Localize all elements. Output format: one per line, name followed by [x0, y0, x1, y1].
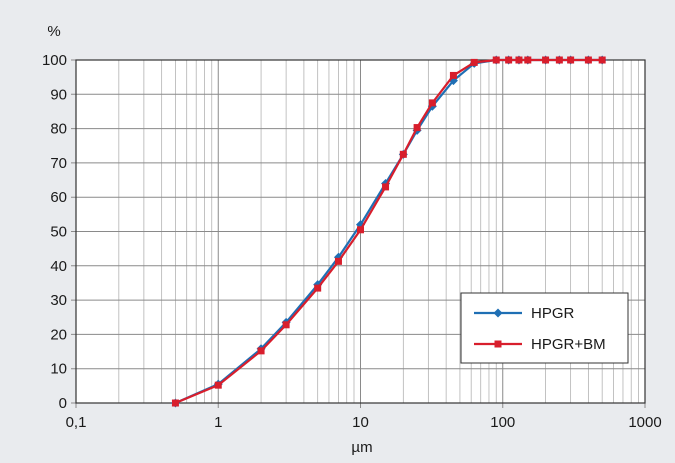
x-tick-label: 100	[490, 414, 515, 431]
hpgr-bm-data-point	[542, 56, 550, 64]
hpgr-bm-data-point	[598, 56, 606, 64]
hpgr-bm-data-point	[505, 56, 513, 64]
series-line-hpgr-bm	[175, 58, 603, 405]
hpgr-bm-data-point	[584, 56, 592, 64]
hpgr-bm-data-point	[449, 71, 457, 79]
hpgr-bm-data-point	[282, 321, 290, 329]
y-tick-label: 90	[50, 86, 67, 103]
plot-area-group: 0,1 1 10 100 1000 0 10 20 30 40 50 60 70 80 90 100 HPGR H…	[42, 52, 662, 431]
legend-label-hpgr-bm: HPGR+BM	[531, 336, 606, 353]
y-tick-label: 70	[50, 155, 67, 172]
y-tick-label: 60	[50, 189, 67, 206]
x-tick-label: 1	[214, 414, 222, 431]
hpgr-bm-data-point	[314, 284, 322, 292]
hpgr-bm-data-point	[515, 56, 523, 64]
hpgr-bm-data-point	[171, 399, 179, 407]
legend-box	[460, 292, 629, 364]
legend-marker-square	[494, 340, 502, 348]
legend-label-hpgr: HPGR	[531, 305, 575, 322]
y-tick-label: 10	[50, 361, 67, 378]
hpgr-bm-data-point	[492, 56, 500, 64]
plot-border	[75, 59, 646, 404]
hpgr-bm-data-point	[567, 56, 575, 64]
y-tick-label: 0	[59, 395, 67, 412]
hpgr-bm-data-point	[470, 58, 478, 66]
y-tick-label: 50	[50, 224, 67, 241]
x-axis-unit: µm	[351, 439, 372, 456]
hpgr-bm-data-point	[334, 257, 342, 265]
hpgr-bm-data-point	[257, 347, 265, 355]
x-tick-label: 0,1	[66, 414, 87, 431]
y-axis-unit: %	[47, 23, 60, 40]
hpgr-bm-data-point	[555, 56, 563, 64]
y-tick-label: 100	[42, 52, 67, 69]
y-tick-label: 20	[50, 326, 67, 343]
hpgr-bm-data-point	[214, 381, 222, 389]
y-tick-label: 80	[50, 121, 67, 138]
y-tick-label: 40	[50, 258, 67, 275]
x-tick-label: 10	[352, 414, 369, 431]
hpgr-bm-data-point	[399, 150, 407, 158]
x-tick-label: 1000	[628, 414, 661, 431]
hpgr-bm-data-point	[382, 183, 390, 191]
y-tick-label: 30	[50, 292, 67, 309]
hpgr-bm-data-point	[413, 124, 421, 132]
legend-marker-diamond	[493, 308, 503, 318]
hpgr-bm-data-point	[524, 56, 532, 64]
hpgr-bm-data-point	[428, 99, 436, 107]
hpgr-bm-data-point	[357, 226, 364, 234]
